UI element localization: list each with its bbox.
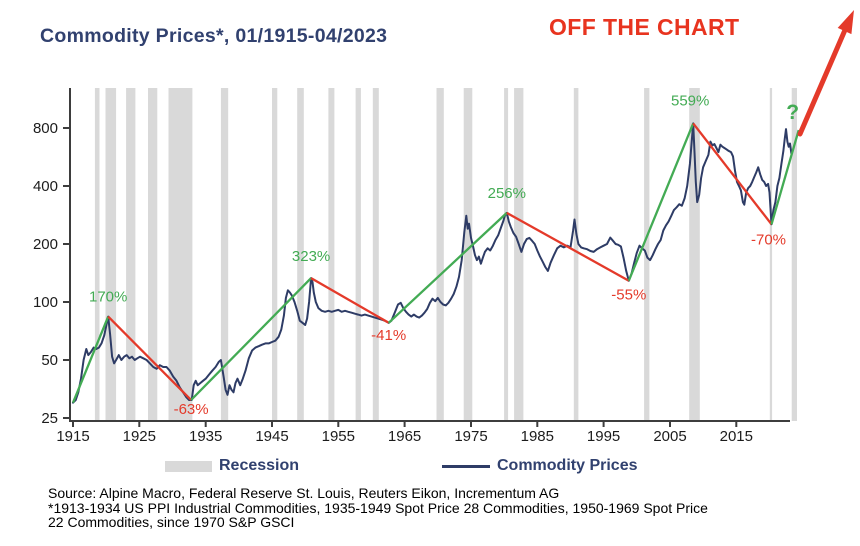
recession-band <box>168 88 193 421</box>
off-the-chart-headline: OFF THE CHART <box>549 14 740 40</box>
recession-swatch-icon <box>165 460 212 472</box>
y-tick-label: 100 <box>33 294 58 311</box>
y-tick-label: 200 <box>33 236 58 253</box>
trend-change-label: 323% <box>292 248 330 265</box>
legend-recession-label: Recession <box>219 457 300 474</box>
legend-series-label: Commodity Prices <box>497 457 638 474</box>
trend-segment-up <box>627 122 695 282</box>
recession-band <box>220 88 229 421</box>
recession-band <box>463 88 473 421</box>
source-line-3: 22 Commodities, since 1970 S&P GSCI <box>48 514 295 531</box>
off-chart-arrow-shaft <box>797 27 848 137</box>
recession-band <box>148 88 158 421</box>
trend-change-label: -41% <box>371 327 406 344</box>
legend-item-recession: Recession <box>165 457 299 475</box>
trend-change-label: 256% <box>488 185 526 202</box>
x-tick-label: 1965 <box>388 428 421 445</box>
x-tick-label: 1995 <box>587 428 620 445</box>
x-tick-label: 1945 <box>255 428 288 445</box>
trend-change-label: -63% <box>174 401 209 418</box>
trend-segment-up <box>71 316 110 404</box>
x-tick-label: 1955 <box>322 428 355 445</box>
source-note: Source: Alpine Macro, Federal Reserve St… <box>48 486 708 530</box>
x-tick-label: 1925 <box>123 428 156 445</box>
page-title: Commodity Prices*, 01/1915-04/2023 <box>40 25 388 47</box>
trend-segment-up <box>387 212 508 324</box>
recession-band <box>355 88 361 421</box>
trend-segment-down <box>107 315 192 401</box>
source-line-2: *1913-1934 US PPI Industrial Commodities… <box>48 499 708 516</box>
x-tick-label: 1975 <box>454 428 487 445</box>
trend-change-label: 559% <box>671 92 709 109</box>
x-tick-label: 2015 <box>720 428 753 445</box>
off-chart-arrow-head <box>837 10 854 35</box>
recession-band <box>94 88 100 421</box>
legend-item-commodity-prices: Commodity Prices <box>442 457 637 475</box>
trend-change-label: 170% <box>89 289 127 306</box>
line-swatch-icon <box>442 464 490 468</box>
trend-segment-down <box>506 211 630 282</box>
trend-segment-down <box>692 122 773 226</box>
trend-segment-up <box>190 277 312 401</box>
y-tick-label: 400 <box>33 178 58 195</box>
recession-band <box>105 88 117 421</box>
x-tick-label: 1935 <box>189 428 222 445</box>
y-tick-label: 50 <box>41 352 58 369</box>
chart-legend: Recession Commodity Prices <box>0 457 860 479</box>
recession-band <box>689 88 700 421</box>
recession-band <box>504 88 509 421</box>
trend-segment-up <box>770 129 800 225</box>
recession-band <box>573 88 579 421</box>
x-tick-label: 2005 <box>653 428 686 445</box>
recession-band <box>272 88 278 421</box>
recession-band <box>791 88 797 421</box>
recession-band <box>436 88 444 421</box>
x-tick-label: 1915 <box>56 428 89 445</box>
trend-change-label: -55% <box>611 287 646 304</box>
recession-band <box>769 88 773 421</box>
recession-band <box>514 88 524 421</box>
recession-band <box>372 88 379 421</box>
x-tick-label: 1985 <box>521 428 554 445</box>
recession-band <box>328 88 335 421</box>
question-mark-label: ? <box>786 101 799 124</box>
trend-segment-down <box>310 277 390 324</box>
source-line-1: Source: Alpine Macro, Federal Reserve St… <box>48 485 560 501</box>
y-tick-label: 25 <box>41 410 58 427</box>
recession-band <box>297 88 304 421</box>
recession-band <box>126 88 136 421</box>
trend-change-label: -70% <box>751 231 786 248</box>
y-tick-label: 800 <box>33 120 58 137</box>
commodity-prices-line <box>72 122 793 404</box>
